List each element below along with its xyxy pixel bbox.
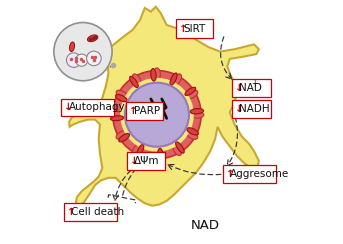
Text: NADH: NADH <box>239 104 270 114</box>
Ellipse shape <box>190 109 203 114</box>
FancyBboxPatch shape <box>223 165 275 183</box>
Ellipse shape <box>70 42 74 51</box>
Text: PARP: PARP <box>133 106 159 116</box>
Circle shape <box>125 83 189 147</box>
Ellipse shape <box>186 131 198 139</box>
Text: ↑: ↑ <box>67 207 75 217</box>
Text: SIRT: SIRT <box>183 24 205 34</box>
Ellipse shape <box>116 94 127 102</box>
Ellipse shape <box>185 87 196 95</box>
Ellipse shape <box>87 35 98 42</box>
FancyBboxPatch shape <box>61 99 114 116</box>
Circle shape <box>113 71 201 159</box>
Text: NAD: NAD <box>191 219 220 232</box>
Text: ↑: ↑ <box>179 24 188 34</box>
Ellipse shape <box>170 73 177 85</box>
Circle shape <box>86 51 101 66</box>
Text: NAD: NAD <box>239 83 262 93</box>
Ellipse shape <box>110 116 124 121</box>
Text: ↓: ↓ <box>130 156 139 166</box>
Ellipse shape <box>173 144 181 155</box>
Ellipse shape <box>110 111 123 118</box>
Circle shape <box>120 78 194 152</box>
Ellipse shape <box>119 133 130 142</box>
Text: ↓: ↓ <box>64 102 73 112</box>
Circle shape <box>54 22 112 81</box>
Ellipse shape <box>154 149 160 162</box>
Ellipse shape <box>158 148 163 161</box>
Ellipse shape <box>151 69 156 81</box>
Ellipse shape <box>116 131 128 139</box>
Ellipse shape <box>186 90 198 99</box>
Ellipse shape <box>137 144 144 157</box>
Text: Aggresome: Aggresome <box>230 169 289 179</box>
Circle shape <box>76 54 88 66</box>
FancyBboxPatch shape <box>176 19 213 38</box>
Ellipse shape <box>187 128 198 135</box>
Text: ↑: ↑ <box>226 169 234 179</box>
Ellipse shape <box>173 74 181 85</box>
Polygon shape <box>69 7 259 207</box>
Ellipse shape <box>132 74 141 85</box>
Ellipse shape <box>132 144 141 155</box>
Text: +: + <box>251 79 257 88</box>
Text: ↑: ↑ <box>129 106 138 116</box>
Text: Autophagy: Autophagy <box>69 102 125 112</box>
Circle shape <box>67 53 81 67</box>
FancyBboxPatch shape <box>64 203 117 221</box>
FancyBboxPatch shape <box>126 102 163 120</box>
Text: Cell death: Cell death <box>71 207 124 217</box>
Text: ↓: ↓ <box>235 104 244 114</box>
Ellipse shape <box>116 90 128 99</box>
Ellipse shape <box>130 76 138 88</box>
Ellipse shape <box>176 142 184 153</box>
Text: ↓: ↓ <box>235 83 244 93</box>
Ellipse shape <box>191 111 204 118</box>
FancyBboxPatch shape <box>232 100 271 118</box>
Ellipse shape <box>154 68 160 81</box>
FancyBboxPatch shape <box>127 152 165 170</box>
FancyBboxPatch shape <box>232 79 271 97</box>
Text: ΔΨm: ΔΨm <box>134 156 159 166</box>
